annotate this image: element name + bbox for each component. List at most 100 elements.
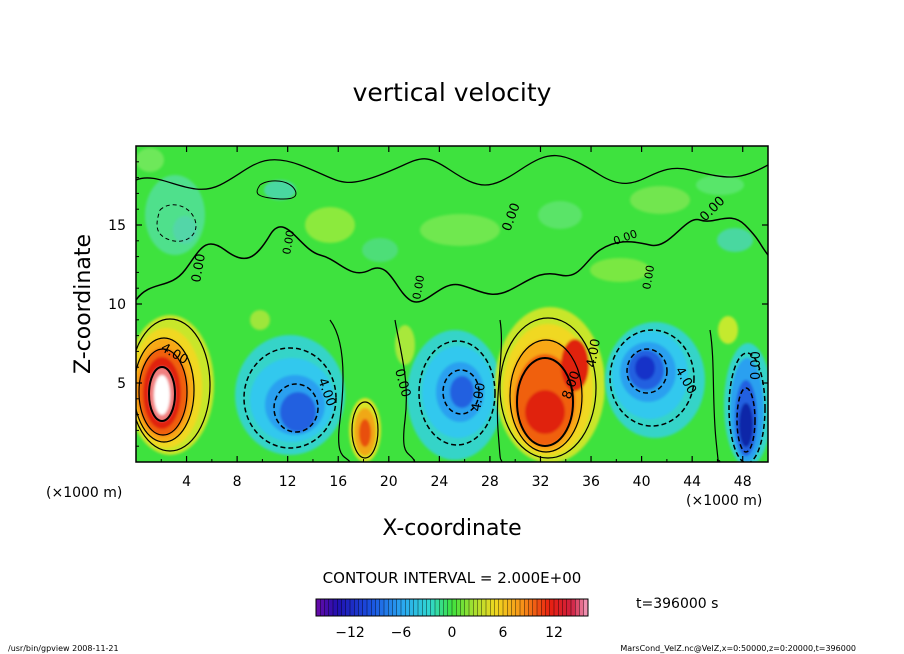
y-tick-label: 15: [108, 218, 126, 234]
mottle: [718, 316, 738, 344]
colorbar-swatch: [554, 599, 559, 616]
contour-label: 0.00: [410, 274, 427, 300]
contour-label: 0.00: [189, 253, 209, 284]
zero-contour: [136, 154, 768, 190]
contour-label: 0.00: [280, 229, 297, 255]
colorbar-frame: [315, 598, 589, 617]
contour-negative: [273, 383, 319, 433]
cell-downdraft-3: [605, 322, 705, 438]
cell-downdraft-2: [407, 330, 503, 460]
mottle: [305, 207, 355, 243]
colorbar-ticks: −12 −6 0 6 12: [335, 625, 563, 641]
colorbar-swatch: [405, 599, 410, 616]
contour: [148, 366, 176, 422]
colorbar-swatch: [579, 599, 585, 616]
x-tick-label: 20: [380, 474, 398, 490]
colorbar-swatch: [439, 599, 444, 616]
y-tick-label: 5: [117, 376, 126, 392]
colorbar-swatch: [558, 599, 563, 616]
mottle: [173, 216, 197, 244]
contour: [709, 329, 721, 462]
plot-area: 4.00 4.00 0.00 4.00 4.00 8.00 0.00 4.00 …: [108, 145, 769, 490]
colorbar-swatch: [515, 599, 521, 616]
colorbar-swatch: [477, 599, 483, 616]
colorbar-swatch: [494, 599, 500, 616]
colorbar-swatch: [549, 599, 555, 616]
contour-negative: [626, 348, 668, 394]
colorbar-swatch: [562, 599, 568, 616]
chart-title: vertical velocity: [353, 78, 552, 107]
colorbar-swatch: [375, 599, 381, 616]
contour-negative: [156, 204, 197, 242]
colorbar-swatch: [541, 599, 546, 616]
colorbar-swatch: [333, 599, 338, 616]
contour: [138, 348, 188, 436]
contour-label: 4.00: [469, 382, 489, 413]
mottle: [630, 186, 690, 214]
colorbar-swatch: [524, 599, 529, 616]
mottle: [395, 325, 415, 365]
colorbar-swatch: [413, 599, 419, 616]
colorbar-swatch: [401, 599, 406, 616]
y-axis-unit: (×1000 m): [46, 485, 122, 501]
contour-negative: [609, 329, 695, 427]
colorbar-swatch: [575, 599, 580, 616]
contour-interval-text: CONTOUR INTERVAL = 2.000E+00: [323, 569, 582, 587]
contour: [499, 317, 597, 459]
colorbar-swatch: [473, 599, 478, 616]
colorbar-swatch: [367, 599, 372, 616]
contour-negative: [243, 347, 337, 449]
x-tick-label: 32: [532, 474, 550, 490]
colorbar-swatch: [350, 599, 355, 616]
mottle: [717, 228, 753, 252]
colorbar-swatch: [498, 599, 504, 616]
contour-negative: [728, 352, 766, 462]
colorbar-swatch: [320, 599, 325, 616]
colorbar: [315, 599, 589, 616]
colorbar-swatch: [422, 599, 427, 616]
mottle: [250, 310, 270, 330]
contour-label: 0.00: [749, 351, 764, 380]
colorbar-swatch: [571, 599, 576, 616]
mottle: [420, 214, 500, 246]
colorbar-swatch: [452, 599, 457, 616]
x-tick-label: 40: [633, 474, 651, 490]
colorbar-tick-label: 12: [545, 625, 563, 641]
colorbar-swatch: [384, 599, 389, 616]
mottle: [538, 201, 582, 229]
colorbar-swatch: [396, 599, 402, 616]
colorbar-swatch: [430, 599, 436, 616]
contour-negative: [418, 340, 496, 446]
colorbar-swatch: [528, 599, 534, 616]
colorbar-swatch: [507, 599, 512, 616]
colorbar-swatch: [583, 599, 589, 616]
colorbar-swatch: [447, 599, 453, 616]
x-tick-label: 8: [233, 474, 242, 490]
colorbar-swatch: [392, 599, 398, 616]
contour-label: 0.00: [391, 367, 413, 399]
contour: [329, 319, 351, 462]
contour: [509, 339, 583, 453]
zero-contour: [136, 217, 768, 303]
x-tick-label: 12: [279, 474, 297, 490]
contour-label: 4.00: [584, 338, 604, 369]
cell-updraft-1: [136, 315, 214, 455]
colorbar-swatch: [409, 599, 415, 616]
x-tick-label: 36: [582, 474, 600, 490]
colorbar-tick-label: 6: [499, 625, 508, 641]
contour-label: 0.00: [640, 264, 657, 290]
colorbar-swatch: [460, 599, 466, 616]
x-tick-label: 28: [481, 474, 499, 490]
colorbar-tick-label: 0: [448, 625, 457, 641]
contour: [256, 180, 297, 200]
contour: [394, 319, 416, 462]
colorbar-swatch: [435, 599, 440, 616]
contour: [136, 337, 195, 443]
contour-negative: [736, 387, 756, 453]
colorbar-swatch: [388, 599, 393, 616]
time-label: t=396000 s: [636, 596, 718, 612]
mottle: [362, 238, 398, 262]
mottle: [590, 258, 650, 282]
colorbar-swatch: [341, 599, 347, 616]
colorbar-swatch: [486, 599, 491, 616]
